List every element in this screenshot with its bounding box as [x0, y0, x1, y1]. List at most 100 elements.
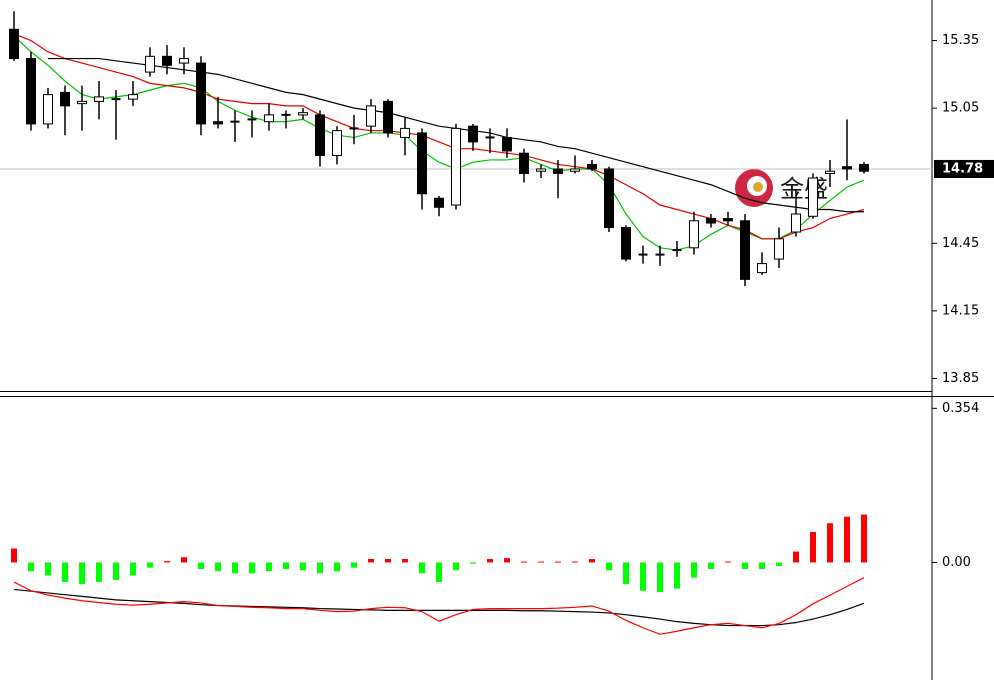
macd-bar — [793, 551, 799, 563]
macd-bar — [861, 514, 867, 563]
candle-body — [43, 94, 53, 125]
macd-bar — [759, 562, 765, 569]
candle-body — [145, 55, 155, 73]
macd-bar — [215, 562, 221, 572]
macd-bar — [691, 562, 697, 578]
candle-body — [213, 121, 223, 125]
macd-bar — [606, 562, 612, 571]
candle-body — [774, 238, 784, 260]
macd-bar — [45, 562, 51, 576]
y-tick-label: 13.85 — [942, 371, 979, 386]
macd-bar — [300, 562, 306, 571]
macd-bar — [11, 548, 17, 563]
candle-body — [9, 28, 19, 60]
candle-body — [536, 168, 546, 172]
macd-bar — [334, 562, 340, 572]
macd-bar — [249, 562, 255, 574]
candle-body — [791, 213, 801, 233]
candle-body — [502, 136, 512, 152]
macd-bar — [164, 561, 170, 563]
macd-bar — [470, 562, 476, 564]
ma-line — [13, 577, 865, 635]
macd-bar — [283, 562, 289, 569]
macd-bar — [623, 562, 629, 585]
macd-bar — [674, 562, 680, 589]
macd-bar — [453, 562, 459, 571]
candle-body — [859, 163, 869, 172]
macd-bar — [572, 561, 578, 563]
candle-body — [298, 112, 308, 116]
candle-body — [723, 218, 733, 222]
macd-bar — [62, 562, 68, 583]
macd-bar — [351, 562, 357, 568]
macd-bar — [487, 558, 493, 563]
candle-body — [468, 125, 478, 143]
candle-body — [842, 166, 852, 170]
candle-body — [128, 94, 138, 100]
macd-bar — [79, 562, 85, 585]
logo-dot — [753, 182, 763, 192]
candle-body — [400, 127, 410, 138]
macd-bar — [232, 562, 238, 574]
macd-bar — [844, 516, 850, 563]
candle-body — [77, 100, 87, 105]
macd-bar — [368, 558, 374, 563]
macd-bar — [708, 562, 714, 569]
macd-bar — [725, 561, 731, 563]
candle-body — [162, 55, 172, 66]
macd-bar — [810, 531, 816, 563]
macd-bar — [113, 562, 119, 580]
candle-body — [383, 100, 393, 134]
last-price-label: 14.78 — [942, 161, 983, 176]
macd-bar — [198, 562, 204, 569]
candle-body — [315, 114, 325, 156]
macd-bar — [385, 558, 391, 563]
candle-body — [587, 163, 597, 170]
macd-bar — [436, 562, 442, 583]
macd-bar — [28, 562, 34, 572]
candle-body — [451, 127, 461, 206]
ma-line — [13, 33, 865, 240]
macd-bar — [130, 562, 136, 576]
candle-body — [621, 227, 631, 260]
macd-bar — [657, 562, 663, 593]
candle-body — [757, 263, 767, 274]
macd-bar — [538, 561, 544, 563]
macd-bar — [96, 562, 102, 583]
y-tick-label: 15.05 — [942, 101, 979, 116]
macd-bar — [521, 561, 527, 563]
candle-body — [60, 91, 70, 107]
last-price-box — [934, 159, 994, 178]
candle-body — [264, 114, 274, 123]
candle-body — [553, 168, 563, 174]
candle-body — [26, 58, 36, 125]
macd-bar — [776, 562, 782, 566]
candle-body — [179, 58, 189, 64]
macd-bar — [402, 558, 408, 563]
macd-bar — [555, 561, 561, 563]
candle-body — [366, 105, 376, 127]
y-tick-label: 14.45 — [942, 236, 979, 251]
watermark-text: 金盛 — [780, 175, 828, 203]
ma-line — [13, 588, 865, 627]
candle-body — [604, 168, 614, 229]
y-tick-label: 15.35 — [942, 33, 979, 48]
macd-bar — [147, 562, 153, 568]
macd-bar — [742, 562, 748, 569]
macd-bar — [266, 562, 272, 572]
candle-body — [825, 170, 835, 174]
macd-bar — [181, 557, 187, 563]
macd-bar — [589, 558, 595, 563]
candle-body — [740, 220, 750, 280]
candle-body — [519, 152, 529, 174]
macd-bar — [504, 558, 510, 563]
macd-bar — [640, 562, 646, 591]
candle-body — [332, 130, 342, 156]
candle-body — [706, 218, 716, 224]
y-tick-label: 0.354 — [942, 401, 979, 416]
macd-bar — [317, 562, 323, 574]
candle-body — [689, 220, 699, 249]
